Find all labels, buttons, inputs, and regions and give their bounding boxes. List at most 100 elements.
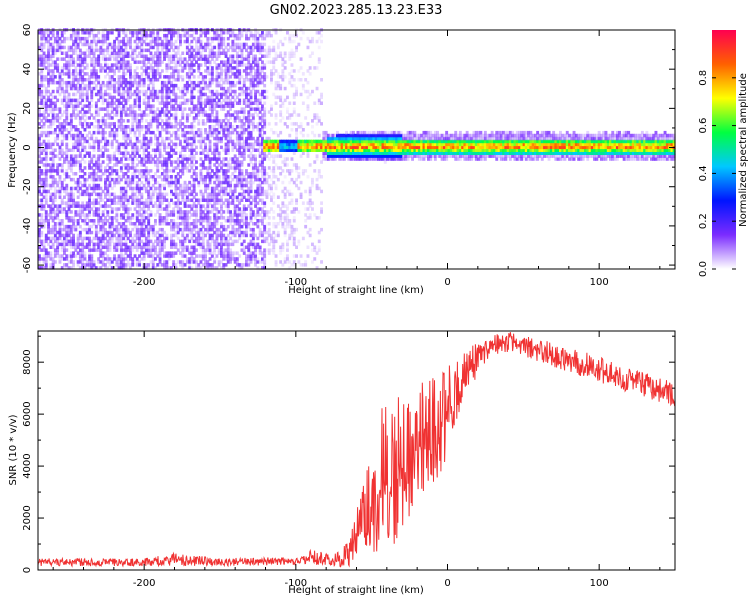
spectrogram-cell xyxy=(185,195,189,199)
spectrogram-cell xyxy=(142,186,146,191)
spectrogram-cell xyxy=(81,251,85,255)
spectrogram-cell xyxy=(222,216,226,220)
spectrogram-cell xyxy=(179,95,182,100)
spectrogram-cell xyxy=(235,175,239,179)
spectrogram-cell xyxy=(190,227,194,232)
spectrogram-cell xyxy=(242,204,246,208)
spectrogram-cell xyxy=(251,142,255,147)
spectrogram-cell xyxy=(179,39,182,44)
spectrogram-cell xyxy=(160,101,164,105)
spectrogram-cell xyxy=(226,216,230,220)
spectrogram-cell xyxy=(172,251,176,255)
spectrogram-cell xyxy=(129,266,132,270)
spectrogram-cell xyxy=(242,183,246,188)
spectrogram-cell xyxy=(94,210,98,214)
spectrogram-cell xyxy=(154,119,157,123)
spectrogram-cell xyxy=(188,98,192,103)
spectrogram-cell xyxy=(210,210,214,214)
spectrogram-cell xyxy=(235,75,239,79)
spectrogram-cell xyxy=(129,207,132,211)
spectrogram-cell xyxy=(92,169,96,173)
spectrogram-cell xyxy=(240,180,244,185)
spectrogram-cell xyxy=(108,86,112,91)
spectrogram-cell xyxy=(51,122,55,126)
spectrogram-cell xyxy=(85,110,89,114)
spectrogram-cell xyxy=(224,98,228,103)
spectrogram-cell xyxy=(215,195,219,199)
spectrogram-cell xyxy=(165,222,169,226)
spectrogram-cell xyxy=(104,222,107,226)
spectrogram-cell xyxy=(190,213,194,217)
spectrogram-cell xyxy=(115,201,119,205)
spectrogram-cell xyxy=(142,60,146,64)
spectrogram-cell xyxy=(129,80,132,85)
spectrogram-cell xyxy=(115,89,119,94)
spectrogram-cell xyxy=(190,107,194,111)
spectrogram-cell xyxy=(192,186,196,191)
spectrogram-cell xyxy=(201,113,205,117)
spectrogram-cell xyxy=(199,107,203,111)
spectrogram-cell xyxy=(233,154,237,158)
spectrogram-cell xyxy=(49,236,53,241)
spectrogram-cell xyxy=(142,254,146,258)
spectrogram-cell xyxy=(138,113,141,117)
spectrogram-cell xyxy=(195,219,198,223)
spectrogram-cell xyxy=(69,224,73,229)
spectrogram-cell xyxy=(247,57,251,61)
spectrogram-cell xyxy=(261,139,264,144)
spectrogram-cell xyxy=(165,254,169,258)
spectrogram-cell xyxy=(129,157,132,161)
spectrogram-cell xyxy=(115,216,119,220)
spectrogram-cell xyxy=(204,186,207,191)
spectrogram-cell xyxy=(174,116,178,120)
spectrogram-cell xyxy=(63,224,66,229)
spectrogram-cell xyxy=(126,201,130,205)
spectrogram-cell xyxy=(69,133,73,138)
spectrogram-cell xyxy=(72,42,75,47)
spectrogram-cell xyxy=(149,57,153,61)
spectrogram-cell xyxy=(201,254,205,258)
spectrogram-cell xyxy=(108,31,112,35)
spectrogram-cell xyxy=(92,75,96,79)
spectrogram-cell xyxy=(101,233,105,238)
spectrogram-cell xyxy=(108,192,112,197)
spectrogram-cell xyxy=(222,107,226,111)
spectrogram-cell xyxy=(117,263,121,267)
spectrogram-cell xyxy=(126,254,130,258)
spectrogram-cell xyxy=(126,54,130,58)
spectrogram-cell xyxy=(199,189,203,194)
spectrogram-cell xyxy=(163,230,166,235)
spectrogram-cell xyxy=(138,245,141,249)
spectrogram-cell xyxy=(174,101,178,105)
spectrogram-cell xyxy=(247,36,251,41)
spectrogram-cell xyxy=(247,154,251,158)
spectrogram-cell xyxy=(92,222,96,226)
spectrogram-cell xyxy=(229,80,232,85)
spectrogram-cell xyxy=(104,195,107,199)
spectrogram-cell xyxy=(206,222,210,226)
spectrogram-cell xyxy=(72,254,75,258)
spectrogram-cell xyxy=(122,172,126,176)
spectrogram-cell xyxy=(233,189,237,194)
spectrogram-cell xyxy=(213,107,217,111)
spectrogram-cell xyxy=(47,119,50,123)
spectrogram-cell xyxy=(258,186,262,191)
spectrogram-cell xyxy=(44,192,48,197)
spectrogram-cell xyxy=(51,236,55,241)
spectrogram-cell xyxy=(238,42,242,47)
spectrogram-cell xyxy=(179,201,182,205)
spectrogram-cell xyxy=(126,213,130,217)
spectrogram-cell xyxy=(154,257,157,261)
spectrogram-cell xyxy=(199,80,203,85)
spectrogram-cell xyxy=(249,233,253,238)
spectrogram-cell xyxy=(78,54,82,58)
spectrogram-cell xyxy=(72,72,75,76)
spectrogram-cell xyxy=(174,204,178,208)
spectrogram-cell xyxy=(208,157,212,161)
spectrogram-cell xyxy=(229,195,232,199)
spectrogram-cell xyxy=(138,139,141,144)
spectrogram-cell xyxy=(231,42,235,47)
spectrogram-cell xyxy=(165,233,169,238)
spectrogram-cell xyxy=(154,213,157,217)
spectrogram-cell xyxy=(240,54,244,58)
